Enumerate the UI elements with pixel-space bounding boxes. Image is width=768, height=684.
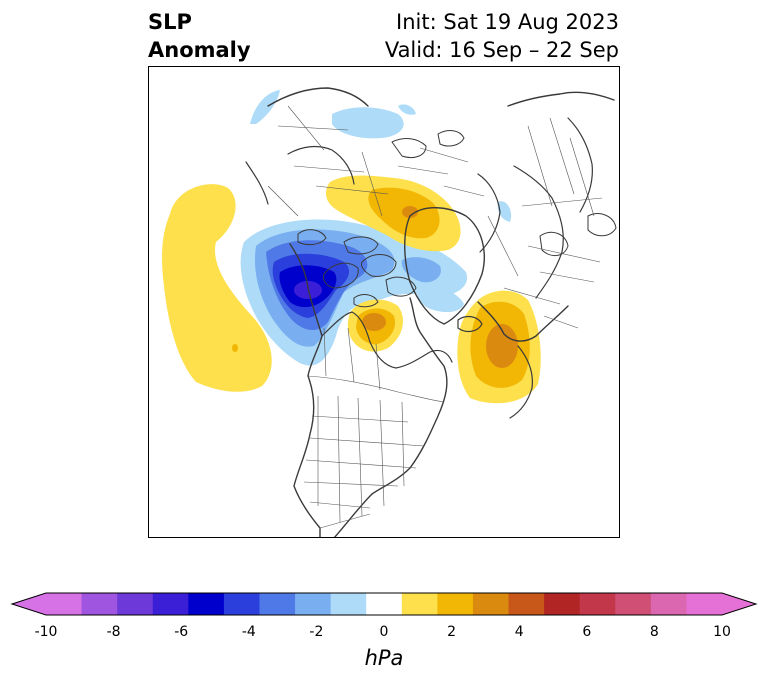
init-date: Init: Sat 19 Aug 2023 (396, 10, 619, 34)
colorbar-tick-label: 8 (649, 624, 659, 640)
colorbar-cell (330, 593, 367, 615)
anomaly-map (148, 66, 620, 538)
colorbar-cell (117, 593, 154, 615)
map-title: SLP Anomaly (148, 8, 251, 64)
colorbar-cell (686, 593, 723, 615)
colorbar-outline (10, 592, 758, 616)
valid-date: Valid: 16 Sep – 22 Sep (384, 38, 619, 62)
colorbar-cell (295, 593, 332, 615)
colorbar-tick-label: -4 (241, 624, 256, 640)
colorbar-tick-label: 6 (582, 624, 592, 640)
zero-contour (148, 286, 154, 320)
siberia-high (325, 175, 461, 252)
colorbar-cell (81, 593, 118, 615)
colorbar-cell (188, 593, 225, 615)
political-borders (267, 105, 603, 529)
colorbar-tick-label: 4 (514, 624, 524, 640)
colorbar-cell (401, 593, 438, 615)
colorbar-cell (366, 593, 403, 615)
colorbar-under-arrow (12, 593, 46, 615)
colorbar-cell (259, 593, 296, 615)
title-line-1: SLP (148, 10, 192, 34)
hudson-bay-high (347, 299, 403, 352)
colorbar-cell (152, 593, 189, 615)
colorbar-cell (223, 593, 260, 615)
colorbar-ticks: -10 -8 -6 -4 -2 0 2 4 6 8 10 (0, 624, 768, 644)
forecast-dates: Init: Sat 19 Aug 2023 Valid: 16 Sep – 22… (385, 8, 619, 64)
colorbar-cell (615, 593, 652, 615)
colorbar-cell (508, 593, 545, 615)
colorbar-tick-label: 0 (379, 624, 389, 640)
north-pacific-high (162, 184, 272, 392)
colorbar-cell (46, 593, 83, 615)
arctic-ocean-low (250, 90, 512, 222)
colorbar-unit: hPa (364, 646, 404, 670)
colorbar-tick-label: -6 (174, 624, 189, 640)
colorbar-tick-label: 10 (713, 624, 731, 640)
colorbar-tick-label: -10 (34, 624, 58, 640)
colorbar-tick-label: -2 (309, 624, 324, 640)
colorbar-cell (544, 593, 581, 615)
colorbar-cells (46, 593, 723, 615)
colorbar-cell (472, 593, 510, 615)
title-line-2: Anomaly (148, 38, 251, 62)
colorbar-cell (437, 593, 474, 615)
colorbar-tick-label: -8 (106, 624, 121, 640)
colorbar-cell (650, 593, 687, 615)
colorbar (10, 592, 758, 616)
colorbar-over-arrow (722, 593, 756, 615)
colorbar-tick-label: 2 (447, 624, 457, 640)
colorbar-cell (579, 593, 616, 615)
